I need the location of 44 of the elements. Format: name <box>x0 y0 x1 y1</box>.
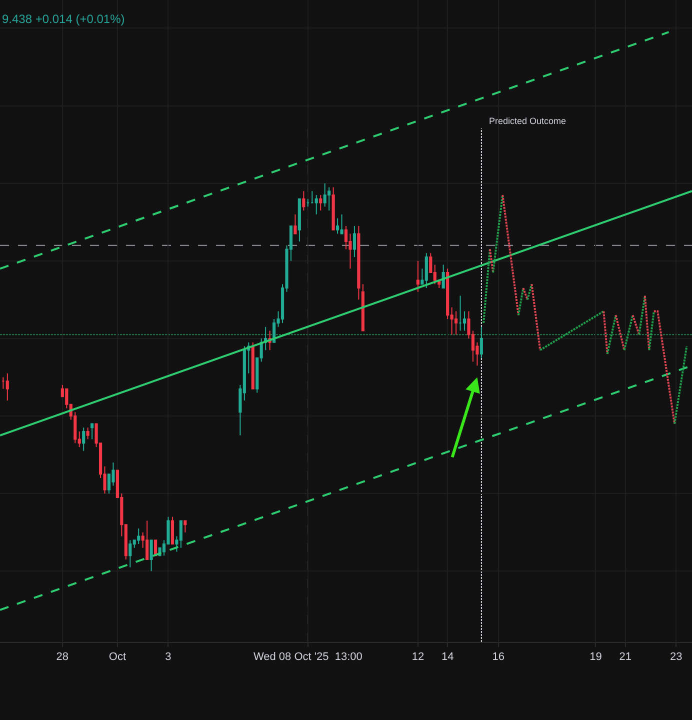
candlestick <box>128 540 132 568</box>
candlestick <box>319 194 322 211</box>
candlestick <box>2 376 5 390</box>
candlestick <box>454 310 458 336</box>
x-tick-label: 23 <box>670 651 682 664</box>
candlestick <box>137 528 140 544</box>
candlestick <box>146 520 149 560</box>
x-tick-label: 19 <box>590 651 602 664</box>
x-tick-label: Oct <box>108 651 126 664</box>
candlestick <box>352 225 356 258</box>
candlestick <box>170 516 174 544</box>
x-tick-label: 12 <box>412 651 424 664</box>
candlestick <box>302 190 306 211</box>
candlestick <box>310 190 314 204</box>
text: 9.438 +0.014 (+0.01%) <box>2 12 125 26</box>
ref-line-label: Predicted Outcome <box>489 116 566 126</box>
candlestick <box>480 326 483 358</box>
candlestick <box>357 225 360 300</box>
candlestick <box>340 214 344 234</box>
x-tick-label: 16 <box>492 651 504 664</box>
candlestick <box>294 214 297 234</box>
candlestick <box>458 295 462 332</box>
candlestick <box>82 427 86 452</box>
candlestick <box>314 194 318 215</box>
candlestick <box>361 284 364 332</box>
candlestick <box>298 198 301 242</box>
x-tick-label: 14 <box>441 651 454 664</box>
candlestick <box>86 427 90 440</box>
candlestick <box>251 342 254 390</box>
x-tick-label: 3 <box>165 651 172 664</box>
candlestick <box>424 252 428 289</box>
candlestick <box>179 520 182 548</box>
x-tick-label: 28 <box>56 651 69 664</box>
candlestick <box>416 260 420 292</box>
candlestick <box>90 423 94 440</box>
candlestick <box>184 520 187 533</box>
candlestick <box>336 218 340 234</box>
candlestick <box>150 540 153 572</box>
x-tick-label: 21 <box>619 651 632 664</box>
candlestick <box>332 186 335 230</box>
x-tick-label: Wed 08 Oct '25 13:00 <box>253 651 362 664</box>
candlestick <box>6 372 9 401</box>
candlestick <box>323 182 326 208</box>
candlestick <box>328 186 331 211</box>
